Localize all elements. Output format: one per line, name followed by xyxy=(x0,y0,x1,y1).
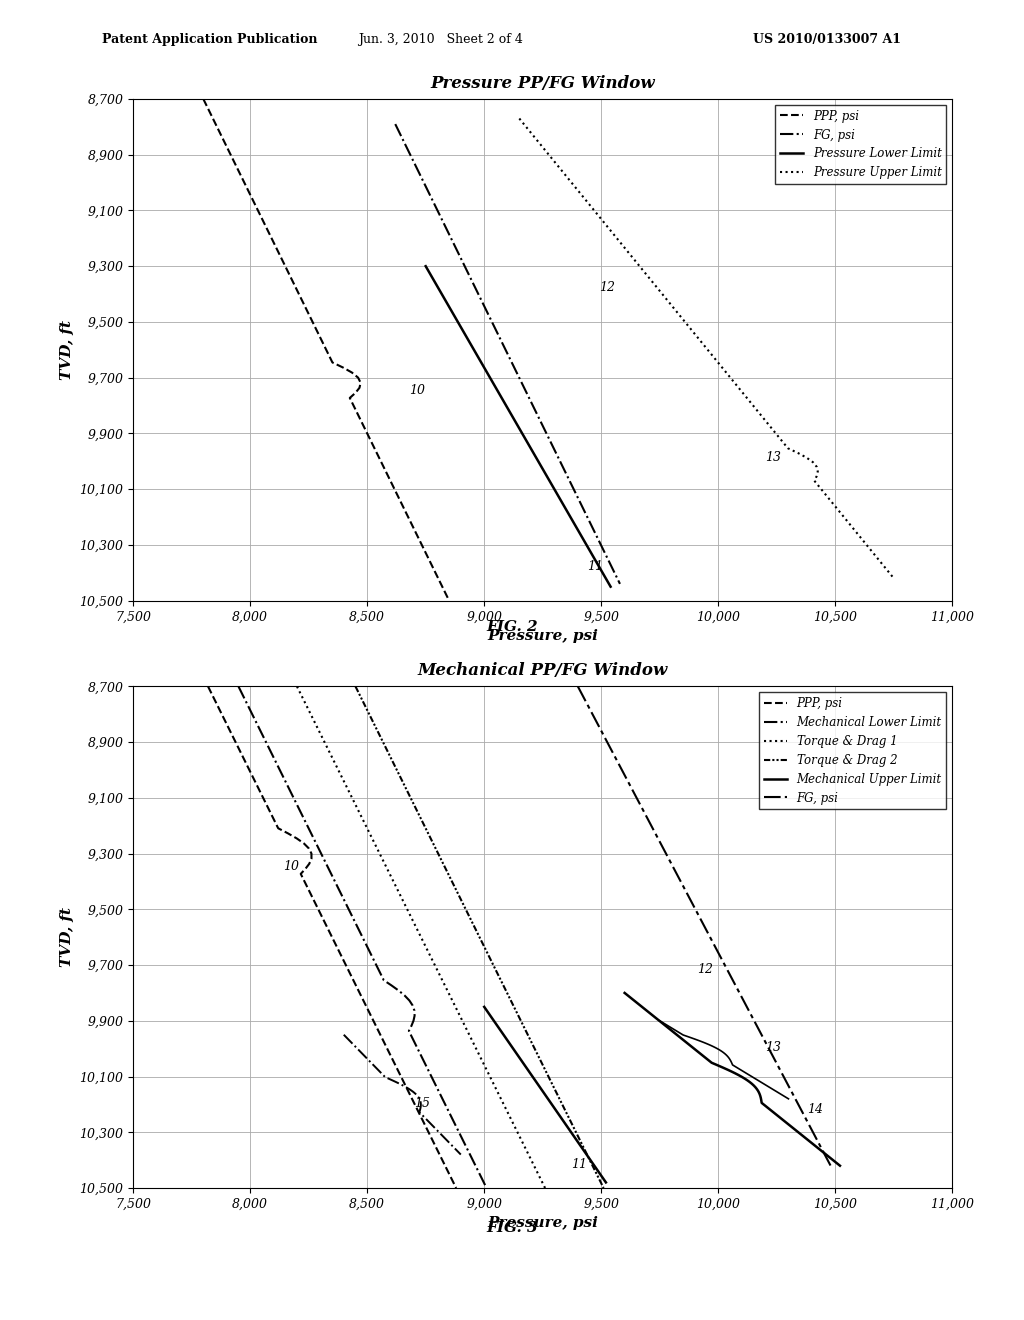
Text: US 2010/0133007 A1: US 2010/0133007 A1 xyxy=(753,33,901,46)
Pressure Lower Limit xyxy=(420,259,432,275)
PPP, psi xyxy=(198,91,210,107)
Pressure Lower Limit xyxy=(604,578,616,594)
Legend: PPP, psi, FG, psi, Pressure Lower Limit, Pressure Upper Limit: PPP, psi, FG, psi, Pressure Lower Limit,… xyxy=(775,104,946,183)
Line: PPP, psi: PPP, psi xyxy=(204,99,450,601)
X-axis label: Pressure, psi: Pressure, psi xyxy=(487,1216,598,1230)
Text: 15: 15 xyxy=(414,1097,430,1110)
FG, psi xyxy=(389,116,401,132)
Text: 10: 10 xyxy=(283,861,299,874)
Text: 12: 12 xyxy=(599,281,614,294)
Line: Pressure Upper Limit: Pressure Upper Limit xyxy=(519,119,894,578)
X-axis label: Pressure, psi: Pressure, psi xyxy=(487,628,598,643)
Pressure Lower Limit xyxy=(463,333,475,348)
Pressure Upper Limit xyxy=(888,570,900,586)
FG, psi xyxy=(505,352,517,368)
Text: 11: 11 xyxy=(570,1159,587,1171)
Pressure Upper Limit xyxy=(736,384,749,400)
Pressure Upper Limit xyxy=(868,548,881,564)
Legend: PPP, psi, Mechanical Lower Limit, Torque & Drag 1, Torque & Drag 2, Mechanical U: PPP, psi, Mechanical Lower Limit, Torque… xyxy=(759,692,946,809)
Pressure Upper Limit xyxy=(513,111,525,127)
Pressure Upper Limit xyxy=(857,533,869,549)
FG, psi xyxy=(523,391,536,407)
Pressure Lower Limit xyxy=(529,449,542,465)
Text: FIG. 3: FIG. 3 xyxy=(486,1221,538,1236)
Y-axis label: TVD, ft: TVD, ft xyxy=(59,319,74,380)
FG, psi xyxy=(602,553,614,569)
Text: 12: 12 xyxy=(697,964,713,977)
Pressure Lower Limit xyxy=(595,562,607,578)
Pressure Upper Limit xyxy=(707,347,719,363)
Text: FIG. 2: FIG. 2 xyxy=(486,620,538,635)
Pressure Upper Limit xyxy=(585,199,597,215)
Line: FG, psi: FG, psi xyxy=(395,124,620,583)
Line: Pressure Lower Limit: Pressure Lower Limit xyxy=(426,267,610,586)
Pressure Lower Limit xyxy=(455,319,467,335)
Title: Mechanical PP/FG Window: Mechanical PP/FG Window xyxy=(418,663,668,680)
Title: Pressure PP/FG Window: Pressure PP/FG Window xyxy=(430,75,655,92)
FG, psi xyxy=(441,223,454,239)
Text: Jun. 3, 2010   Sheet 2 of 4: Jun. 3, 2010 Sheet 2 of 4 xyxy=(357,33,523,46)
FG, psi xyxy=(613,576,626,591)
Pressure Lower Limit xyxy=(590,553,602,569)
PPP, psi xyxy=(430,568,442,583)
Text: 11: 11 xyxy=(587,560,603,573)
Text: 14: 14 xyxy=(807,1102,823,1115)
Text: Patent Application Publication: Patent Application Publication xyxy=(102,33,317,46)
PPP, psi xyxy=(324,350,336,366)
Text: 13: 13 xyxy=(765,1041,781,1055)
FG, psi xyxy=(432,205,444,220)
PPP, psi xyxy=(245,187,257,203)
Pressure Upper Limit xyxy=(600,218,612,234)
FG, psi xyxy=(596,539,608,554)
PPP, psi xyxy=(254,207,266,223)
Text: 13: 13 xyxy=(765,451,781,465)
PPP, psi xyxy=(344,389,356,405)
PPP, psi xyxy=(443,593,456,609)
Text: 10: 10 xyxy=(410,384,425,397)
Y-axis label: TVD, ft: TVD, ft xyxy=(59,907,74,968)
PPP, psi xyxy=(423,552,435,568)
Pressure Lower Limit xyxy=(515,424,527,440)
